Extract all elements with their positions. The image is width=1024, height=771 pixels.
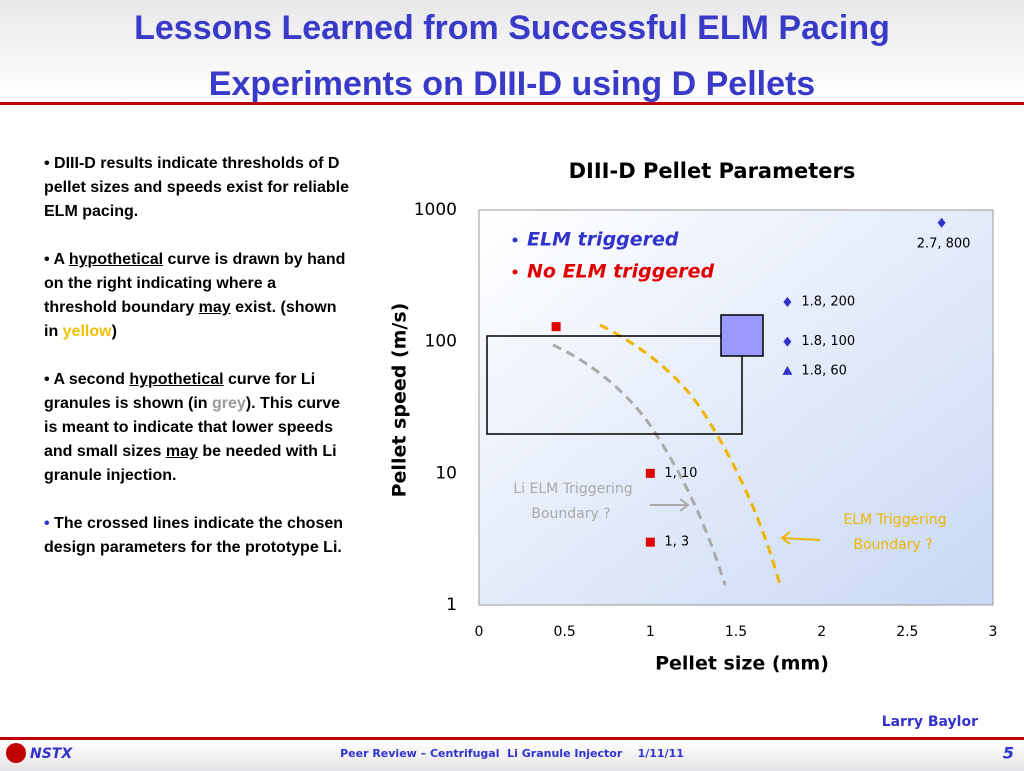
design-box bbox=[486, 335, 743, 435]
text: ) bbox=[111, 323, 117, 340]
point bbox=[937, 217, 946, 228]
data-label: 1.8, 60 bbox=[801, 363, 846, 378]
text: hypothetical bbox=[68, 251, 164, 268]
y-tick-label: 1000 bbox=[414, 200, 457, 220]
data-label: 2.7, 800 bbox=[917, 236, 971, 251]
point bbox=[782, 365, 793, 375]
y-tick-label: 10 bbox=[435, 463, 457, 483]
point bbox=[645, 468, 655, 478]
legend-entry: ELM triggered bbox=[527, 229, 679, 251]
page-number: 5 bbox=[1003, 744, 1014, 763]
text: grey bbox=[212, 395, 246, 412]
design-point-box bbox=[720, 314, 764, 357]
title-line: Lessons Learned from Successful ELM Paci… bbox=[134, 9, 890, 47]
x-axis-label: Pellet size (mm) bbox=[655, 653, 829, 675]
x-tick-label: 2 bbox=[817, 624, 826, 640]
annotation: Boundary ? bbox=[853, 537, 932, 553]
data-label: 1.8, 100 bbox=[801, 334, 855, 349]
title-line: Experiments on DIII-D using D Pellets bbox=[208, 65, 816, 103]
point bbox=[645, 537, 655, 547]
text: DIII-D results indicate thresholds of D … bbox=[44, 155, 350, 220]
bullet: The crossed lines indicate the chosen de… bbox=[44, 512, 349, 560]
x-tick-label: 2.5 bbox=[896, 624, 918, 640]
annotation: Boundary ? bbox=[531, 506, 610, 522]
chart-title: DIII-D Pellet Parameters bbox=[569, 159, 856, 183]
x-tick-label: 1.5 bbox=[725, 624, 747, 640]
point bbox=[551, 322, 561, 332]
text: exist. (shown in bbox=[44, 299, 337, 340]
arrow bbox=[650, 498, 690, 512]
li-boundary-curve bbox=[552, 343, 727, 586]
data-label: 1.8, 200 bbox=[801, 295, 855, 310]
point bbox=[783, 336, 792, 347]
data-label: 1, 3 bbox=[664, 535, 689, 550]
y-axis-label: Pellet speed (m/s) bbox=[389, 303, 411, 498]
header: Lessons Learned from Successful ELM Paci… bbox=[0, 0, 1024, 105]
x-tick-label: 1 bbox=[646, 624, 655, 640]
legend-bullet bbox=[512, 269, 518, 275]
elm-boundary-curve bbox=[599, 323, 782, 586]
text: be needed with Li granule injection. bbox=[44, 443, 337, 484]
text: ). This curve is meant to indicate that … bbox=[44, 395, 341, 460]
plot-area bbox=[478, 209, 994, 606]
text: may bbox=[198, 299, 231, 316]
text: A second bbox=[53, 371, 130, 388]
annotation: ELM Triggering bbox=[843, 512, 946, 528]
bullets: DIII-D results indicate thresholds of D … bbox=[44, 152, 349, 584]
bullet: DIII-D results indicate thresholds of D … bbox=[44, 152, 349, 224]
annotation: Li ELM Triggering bbox=[513, 481, 632, 497]
bullet: A hypothetical curve is drawn by hand on… bbox=[44, 248, 349, 344]
x-tick-label: 3 bbox=[989, 624, 998, 640]
logo-text: NSTX bbox=[30, 746, 73, 762]
footer bbox=[0, 737, 1024, 771]
text: The crossed lines indicate the chosen de… bbox=[44, 515, 344, 556]
legend-entry: No ELM triggered bbox=[527, 261, 714, 283]
text: A bbox=[53, 251, 69, 268]
footer-text: Peer Review – Centrifugal Li Granule Inj… bbox=[340, 747, 684, 760]
data-label: 1, 10 bbox=[664, 466, 697, 481]
text: may bbox=[165, 443, 198, 460]
text: curve is drawn by hand on the right indi… bbox=[44, 251, 346, 316]
arrow bbox=[780, 531, 821, 545]
legend-bullet bbox=[512, 237, 518, 243]
bullet: A second hypothetical curve for Li granu… bbox=[44, 368, 349, 488]
y-tick-label: 100 bbox=[425, 332, 457, 352]
point bbox=[783, 297, 792, 308]
text: curve for Li granules is shown (in bbox=[44, 371, 316, 412]
x-tick-label: 0.5 bbox=[554, 624, 576, 640]
y-tick-label: 1 bbox=[446, 595, 457, 615]
x-tick-label: 0 bbox=[475, 624, 484, 640]
text: yellow bbox=[62, 323, 112, 340]
text: hypothetical bbox=[129, 371, 224, 388]
logo-icon bbox=[6, 743, 26, 763]
author: Larry Baylor bbox=[882, 714, 978, 730]
